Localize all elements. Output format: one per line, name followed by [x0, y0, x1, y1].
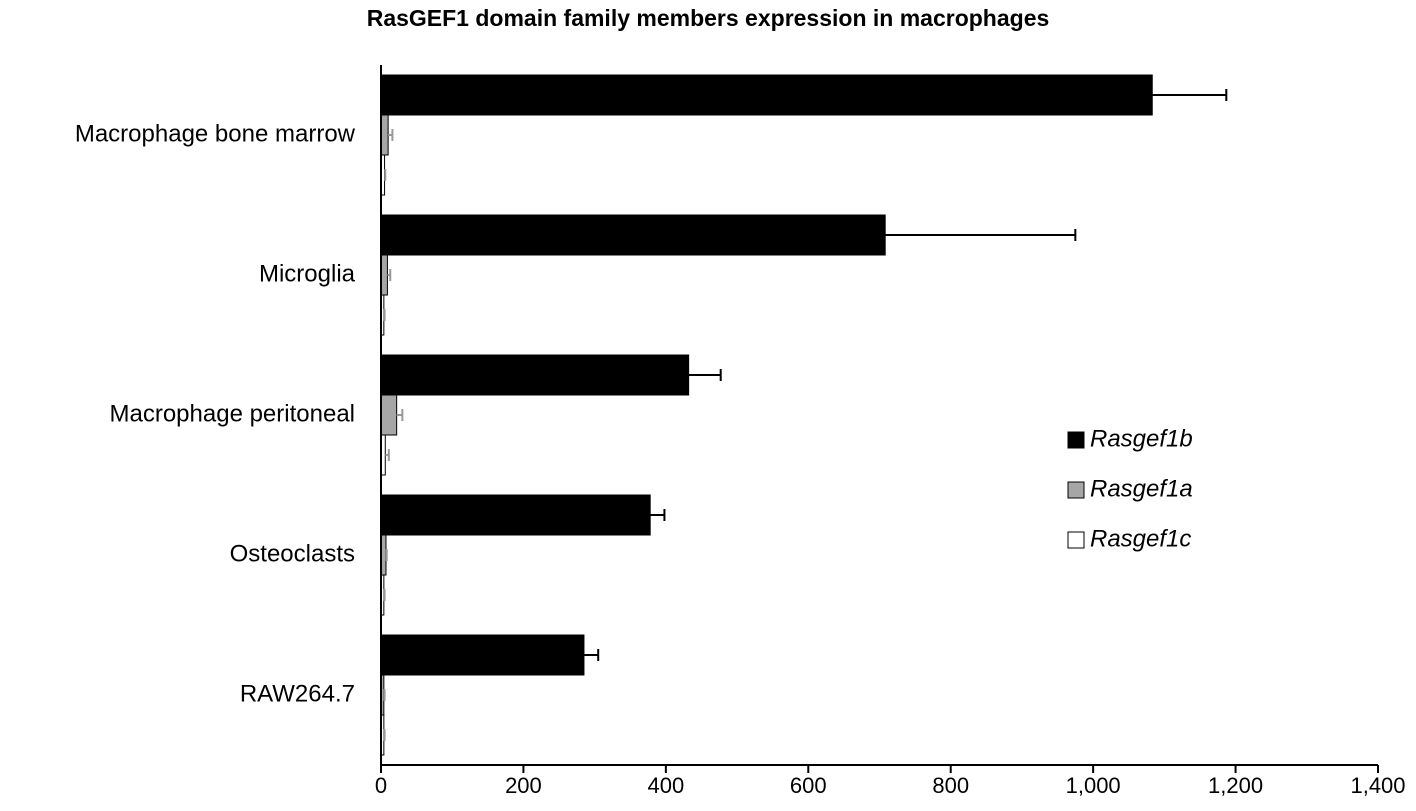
error-bar — [383, 309, 386, 321]
legend-label: Rasgef1b — [1090, 425, 1193, 452]
error-bar — [383, 589, 386, 601]
error-bar — [583, 649, 600, 661]
legend-swatch — [1067, 431, 1085, 449]
category-label: Osteoclasts — [230, 540, 355, 567]
legend-label: Rasgef1a — [1090, 475, 1193, 502]
category-label: Macrophage bone marrow — [75, 120, 356, 147]
category-label: RAW264.7 — [240, 680, 355, 707]
error-bar — [396, 409, 404, 421]
error-bar — [650, 509, 666, 521]
bar — [380, 634, 585, 676]
bar — [380, 214, 886, 256]
x-tick-label: 800 — [932, 773, 969, 798]
category-label: Microglia — [259, 260, 356, 287]
x-tick-label: 600 — [790, 773, 827, 798]
category-label: Macrophage peritoneal — [110, 400, 356, 427]
error-bar — [385, 449, 390, 461]
error-bar — [1152, 89, 1228, 101]
x-tick-label: 1,200 — [1208, 773, 1263, 798]
error-bar — [388, 129, 394, 141]
error-bar — [383, 689, 386, 701]
bar — [380, 114, 389, 156]
bar — [380, 394, 398, 436]
error-bar — [383, 729, 386, 741]
error-bar — [688, 369, 722, 381]
legend-swatch — [1067, 531, 1085, 549]
bar — [380, 74, 1153, 116]
chart-title: RasGEF1 domain family members expression… — [367, 5, 1050, 31]
x-tick-label: 200 — [505, 773, 542, 798]
x-tick-label: 400 — [647, 773, 684, 798]
error-bar — [385, 549, 388, 561]
error-bar — [387, 269, 392, 281]
legend-swatch — [1067, 481, 1085, 499]
error-bar — [885, 229, 1077, 241]
error-bar — [384, 169, 387, 181]
x-tick-label: 0 — [375, 773, 387, 798]
bar — [380, 494, 651, 536]
x-tick-label: 1,400 — [1350, 773, 1405, 798]
x-tick-label: 1,000 — [1066, 773, 1121, 798]
legend-label: Rasgef1c — [1090, 525, 1191, 552]
bar — [380, 354, 690, 396]
